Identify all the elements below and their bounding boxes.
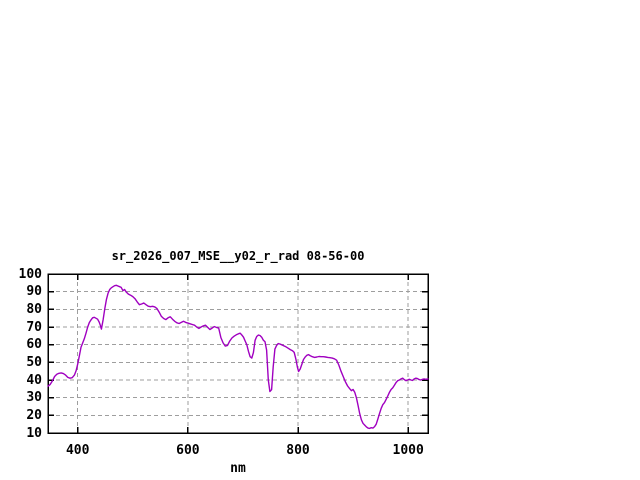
y-tick-label: 90: [26, 284, 42, 300]
y-tick-label: 60: [26, 337, 42, 353]
x-tick-label: 1000: [392, 443, 424, 458]
y-tick-label: 70: [26, 319, 42, 335]
y-tick-label: 50: [26, 354, 42, 370]
plot-border: [47, 273, 429, 434]
y-tick-label: 20: [26, 407, 42, 423]
x-tick-label: 800: [286, 443, 310, 458]
spectrum-curve: [47, 284, 429, 430]
y-tick-label: 30: [26, 390, 42, 406]
y-tick-label: 80: [26, 301, 42, 317]
y-tick-label: 10: [26, 425, 42, 441]
y-tick-label: 100: [18, 266, 42, 282]
x-tick-label: 600: [176, 443, 200, 458]
chart-title: sr_2026_007_MSE__y02_r_rad 08-56-00: [111, 249, 365, 263]
x-tick-label: 400: [65, 443, 90, 458]
x-axis-label: nm: [230, 461, 246, 476]
y-tick-label: 40: [26, 372, 42, 388]
